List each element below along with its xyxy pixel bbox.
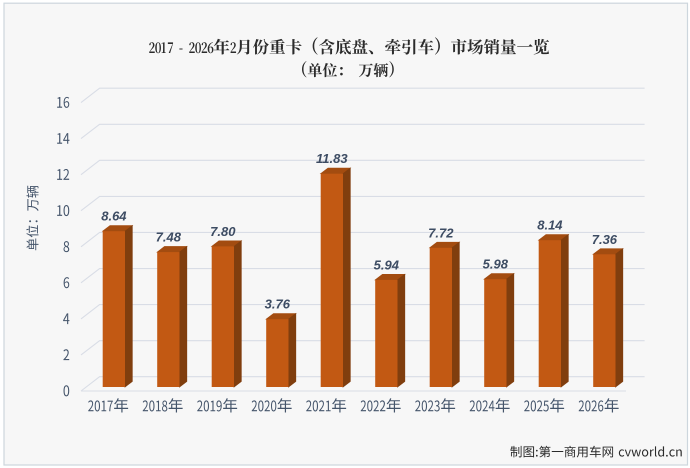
svg-text:8.64: 8.64 — [101, 209, 127, 224]
svg-text:8.14: 8.14 — [537, 218, 563, 233]
svg-text:7.48: 7.48 — [156, 230, 182, 245]
svg-text:7.80: 7.80 — [210, 224, 236, 239]
svg-text:7.72: 7.72 — [428, 225, 454, 240]
svg-text:3.76: 3.76 — [265, 297, 291, 312]
svg-text:5.98: 5.98 — [483, 257, 509, 272]
svg-text:7.36: 7.36 — [592, 232, 618, 247]
svg-text:5.94: 5.94 — [374, 257, 400, 272]
svg-text:11.83: 11.83 — [316, 151, 348, 166]
